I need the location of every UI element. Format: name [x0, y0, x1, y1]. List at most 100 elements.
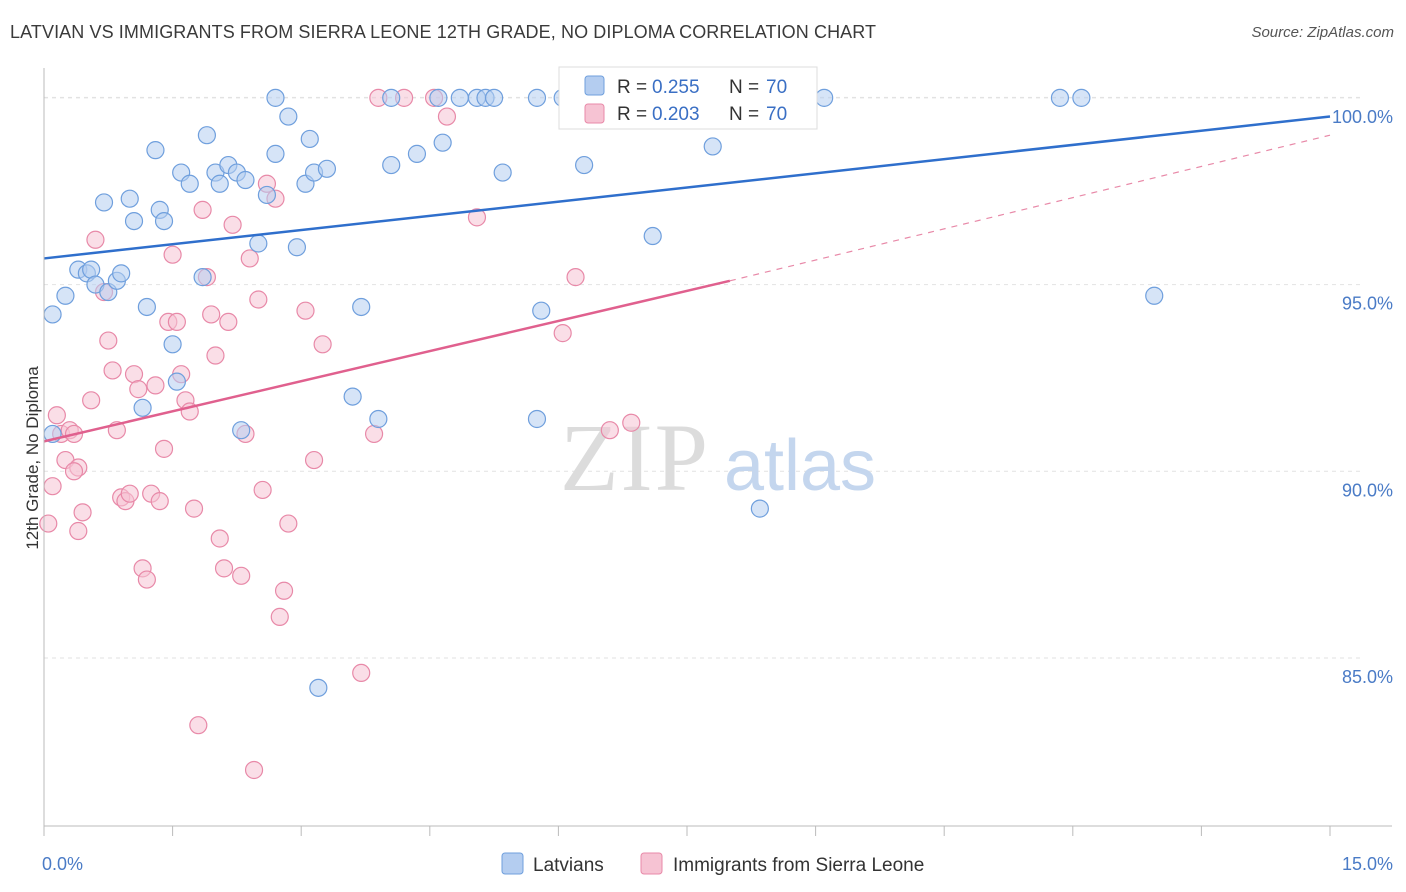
sierra-leone-trend-extension — [729, 134, 1331, 282]
stats-legend-swatch-latvians — [584, 75, 605, 96]
stats-r-label-sierra-leone: R = — [617, 104, 647, 125]
latvians-point — [82, 260, 101, 279]
latvians-point — [382, 88, 401, 107]
stats-r-label-latvians: R = — [617, 77, 647, 98]
sierra-leone-point — [352, 663, 371, 683]
latvians-point — [43, 305, 62, 324]
latvians-point — [429, 88, 448, 107]
latvians-point — [287, 238, 307, 257]
stats-r-value-sierra-leone: 0.203 — [652, 104, 700, 125]
stats-legend-swatch-sierra-leone — [584, 103, 605, 124]
sierra-leone-point — [202, 305, 221, 324]
source-label: Source: ZipAtlas.com — [1251, 24, 1394, 41]
sierra-leone-point — [313, 335, 332, 354]
sierra-leone-point — [219, 312, 238, 332]
sierra-leone-point — [193, 200, 212, 219]
x-tick-label: 15.0% — [1342, 854, 1393, 874]
legend-label-sierra-leone: Immigrants from Sierra Leone — [673, 855, 924, 876]
sierra-leone-point — [622, 413, 641, 432]
sierra-leone-point — [223, 215, 242, 234]
sierra-leone-point — [240, 249, 259, 268]
latvians-point — [815, 88, 834, 107]
latvians-point — [433, 133, 452, 152]
stats-n-label-sierra-leone: N = — [729, 104, 759, 125]
latvians-point — [120, 189, 139, 208]
y-tick-label: 95.0% — [1342, 294, 1393, 314]
sierra-leone-point — [154, 439, 174, 458]
latvians-point — [369, 409, 388, 429]
latvians-point — [137, 297, 156, 317]
axes: 100.0% 95.0% 90.0% 85.0% 0.0% 15.0% — [42, 68, 1393, 874]
sierra-leone-point — [167, 312, 186, 332]
latvians-point — [266, 88, 285, 107]
sierra-leone-point — [189, 716, 208, 735]
latvians-point — [407, 144, 427, 163]
y-tick-label: 90.0% — [1342, 480, 1393, 500]
sierra-leone-point — [244, 760, 264, 780]
sierra-leone-point — [467, 208, 487, 227]
latvians-point — [133, 398, 152, 417]
latvians-point — [56, 286, 75, 305]
watermark-atlas: atlas — [724, 426, 876, 506]
latvians-point — [249, 234, 268, 253]
latvians-point — [232, 421, 251, 440]
latvians-point — [300, 129, 319, 149]
bottom-legend: Latvians Immigrants from Sierra Leone — [501, 852, 924, 876]
legend-swatch-latvians — [501, 852, 524, 875]
legend-swatch-sierra-leone — [640, 852, 663, 875]
sierra-leone-point — [253, 480, 272, 500]
stats-r-value-latvians: 0.255 — [652, 77, 700, 98]
sierra-leone-point — [600, 421, 619, 440]
y-axis-label: 12th Grade, No Diploma — [23, 366, 42, 550]
sierra-leone-point — [304, 450, 324, 470]
sierra-leone-point — [69, 521, 88, 541]
sierra-leone-point — [124, 365, 144, 384]
sierra-leone-point — [184, 499, 204, 518]
chart-title: LATVIAN VS IMMIGRANTS FROM SIERRA LEONE … — [10, 22, 877, 42]
sierra-leone-point — [146, 376, 165, 395]
y-tick-label: 85.0% — [1342, 667, 1393, 687]
latvians-point — [112, 264, 131, 283]
latvians-point — [124, 211, 144, 231]
latvians-point — [167, 372, 186, 391]
latvians-point — [279, 107, 298, 126]
latvians-point — [1050, 88, 1070, 107]
y-tick-label: 100.0% — [1332, 107, 1393, 127]
latvians-point — [532, 301, 551, 320]
stats-n-label-latvians: N = — [729, 77, 759, 98]
sierra-leone-point — [206, 346, 225, 365]
legend-label-latvians: Latvians — [533, 855, 604, 876]
sierra-leone-point — [43, 477, 62, 496]
latvians-point — [197, 126, 216, 145]
stats-n-value-latvians: 70 — [766, 77, 787, 98]
latvians-point — [236, 170, 255, 190]
latvians-point — [343, 387, 362, 406]
sierra-leone-point — [364, 424, 384, 444]
latvians-point — [575, 155, 594, 175]
latvians-point — [309, 678, 328, 697]
latvians-point — [493, 163, 512, 182]
sierra-leone-trend-line — [43, 279, 731, 443]
latvians-point — [257, 185, 277, 205]
x-tick-label: 0.0% — [42, 854, 83, 874]
sierra-leone-point — [210, 529, 229, 548]
latvians-point — [163, 335, 182, 354]
sierra-leone-point — [274, 581, 294, 600]
latvians-point — [94, 193, 114, 212]
latvians-point — [266, 144, 285, 163]
sierra-leone-point — [120, 484, 139, 503]
latvians-point — [210, 174, 229, 193]
sierra-leone-point — [64, 462, 84, 481]
latvians-point — [450, 88, 469, 107]
sierra-leone-point — [82, 391, 101, 410]
latvians-point — [1072, 88, 1091, 107]
sierra-leone-point — [566, 268, 585, 287]
latvians-point — [154, 211, 174, 231]
sierra-leone-point — [137, 570, 156, 589]
latvians-point — [146, 141, 165, 160]
latvians-point — [180, 174, 199, 193]
stats-legend: R = 0.255 N = 70 R = 0.203 N = 70 — [558, 66, 818, 130]
sierra-leone-point — [86, 230, 105, 249]
trend-lines — [43, 115, 1331, 443]
latvians-trend-line — [43, 115, 1331, 260]
